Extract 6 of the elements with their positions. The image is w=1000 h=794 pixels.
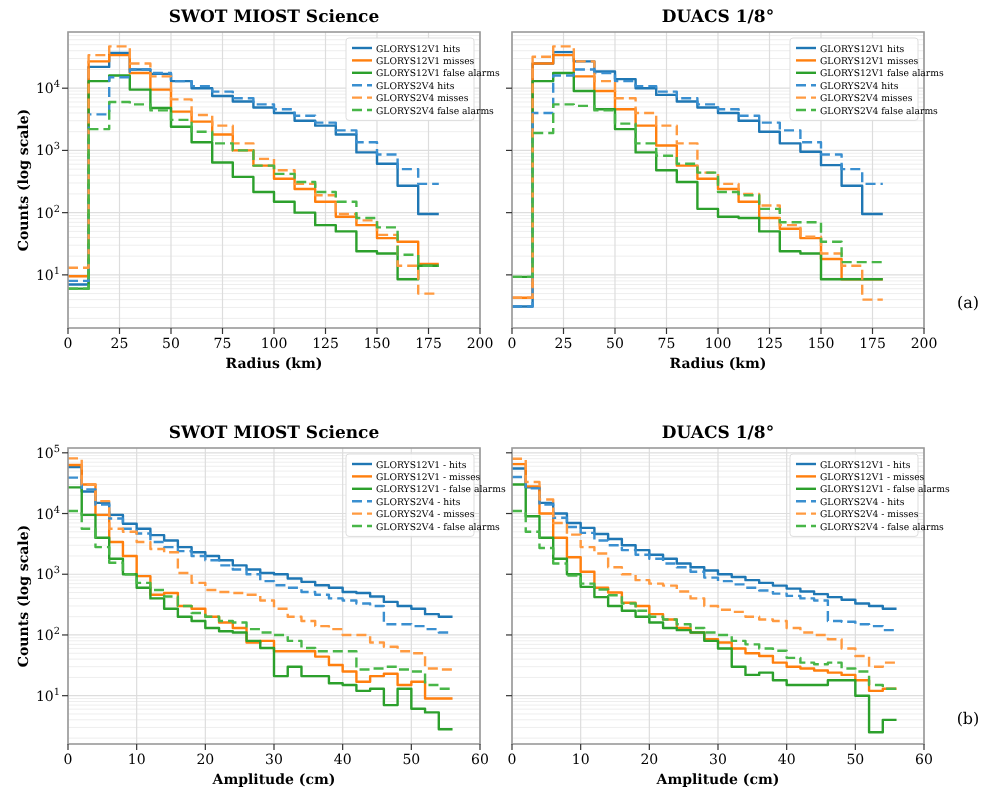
chart-title: DUACS 1/8° [661, 8, 775, 28]
chart-title: SWOT MIOST Science [168, 424, 381, 444]
chart-title: DUACS 1/8° [661, 424, 775, 444]
text: (a) [956, 294, 980, 312]
text: (b) [956, 710, 980, 728]
chart-title: SWOT MIOST Science [168, 8, 381, 28]
